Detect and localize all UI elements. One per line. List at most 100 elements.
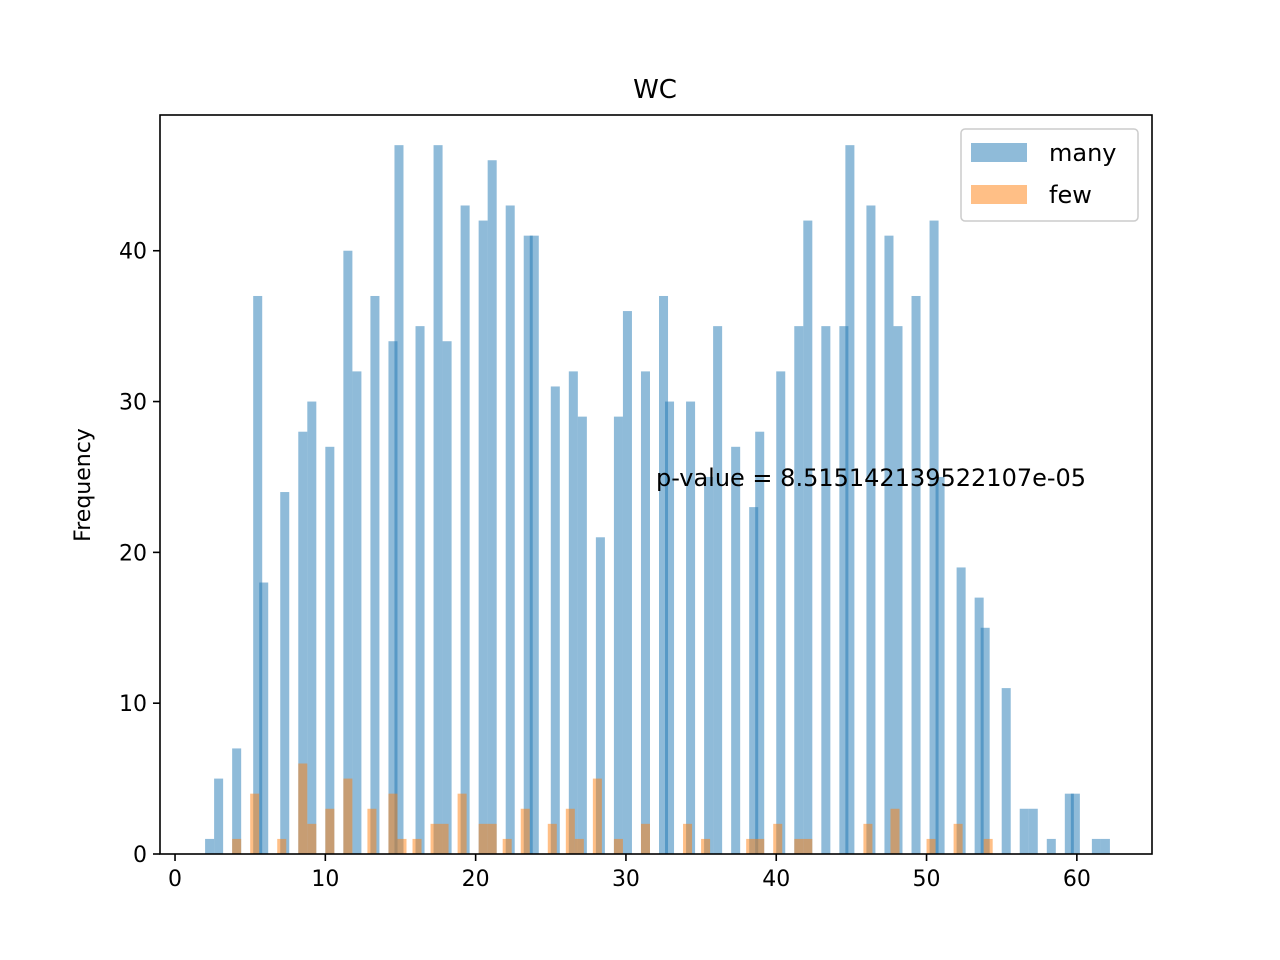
y-tick-label-0: 0 xyxy=(133,843,147,868)
bar-many-10 xyxy=(352,371,362,854)
bar-many-39 xyxy=(794,326,804,854)
bar-many-0 xyxy=(205,838,215,854)
legend-label-many: many xyxy=(1049,139,1117,167)
x-tick-label-60: 60 xyxy=(1063,867,1091,892)
bar-many-15 xyxy=(433,145,443,854)
x-tick-label-20: 20 xyxy=(462,867,490,892)
bar-many-50 xyxy=(956,567,966,854)
bar-few-5 xyxy=(325,808,335,854)
bar-many-32 xyxy=(686,401,696,854)
bar-many-20 xyxy=(505,205,515,855)
bar-many-14 xyxy=(415,326,425,854)
bar-many-51 xyxy=(974,597,984,854)
bar-few-16 xyxy=(502,838,512,854)
y-tick-label-10: 10 xyxy=(119,692,147,717)
bar-few-35 xyxy=(983,838,993,854)
bar-many-24 xyxy=(568,371,578,854)
bar-many-46 xyxy=(893,326,903,854)
chart-title: WC xyxy=(633,75,677,105)
bar-few-7 xyxy=(367,808,377,854)
bar-many-21 xyxy=(523,235,533,854)
bar-few-19 xyxy=(565,808,575,854)
bar-few-24 xyxy=(683,823,693,854)
bar-many-57 xyxy=(1064,793,1074,854)
bar-many-49 xyxy=(935,476,945,854)
bar-many-26 xyxy=(595,537,605,854)
bar-few-25 xyxy=(701,838,711,854)
bar-few-32 xyxy=(890,808,900,854)
bar-many-7 xyxy=(307,401,317,854)
y-axis-label: Frequency xyxy=(71,428,96,542)
bar-many-52 xyxy=(980,627,990,854)
bar-many-22 xyxy=(529,235,539,854)
bar-few-20 xyxy=(574,838,584,854)
legend-swatch-few xyxy=(971,185,1027,204)
bar-many-41 xyxy=(821,326,831,854)
bar-few-9 xyxy=(397,838,407,854)
bar-few-22 xyxy=(613,838,623,854)
bar-few-23 xyxy=(640,823,650,854)
bar-many-2 xyxy=(232,748,242,854)
bar-many-16 xyxy=(442,341,452,855)
bar-many-9 xyxy=(343,250,353,855)
bar-few-6 xyxy=(343,778,353,854)
bar-few-30 xyxy=(803,838,813,854)
bar-few-15 xyxy=(487,823,497,854)
bar-many-31 xyxy=(665,401,675,854)
bar-few-34 xyxy=(953,823,963,854)
bar-many-19 xyxy=(487,160,497,855)
y-tick-label-20: 20 xyxy=(119,541,147,566)
bar-many-40 xyxy=(803,220,813,854)
bar-many-28 xyxy=(622,311,632,854)
bar-many-5 xyxy=(280,492,290,854)
plot-bars xyxy=(205,145,1110,855)
bar-many-18 xyxy=(478,220,488,854)
plot-frame xyxy=(159,114,1153,855)
bar-few-8 xyxy=(388,793,398,854)
legend-label-few: few xyxy=(1049,181,1092,209)
bar-many-11 xyxy=(370,295,380,855)
bar-many-17 xyxy=(460,205,470,855)
bar-many-30 xyxy=(659,295,669,855)
bar-few-0 xyxy=(232,838,242,854)
x-tick-label-30: 30 xyxy=(612,867,640,892)
bar-few-13 xyxy=(457,793,467,854)
bar-many-6 xyxy=(298,431,308,854)
bar-few-26 xyxy=(746,838,756,854)
x-tick-label-40: 40 xyxy=(762,867,790,892)
bar-many-44 xyxy=(866,205,876,855)
legend-swatch-many xyxy=(971,143,1027,162)
bar-many-36 xyxy=(749,507,759,854)
bar-few-10 xyxy=(412,838,422,854)
bar-many-48 xyxy=(929,220,939,854)
bar-few-27 xyxy=(755,838,765,854)
bar-many-35 xyxy=(731,446,741,854)
bar-many-54 xyxy=(1019,808,1029,854)
legend: many few xyxy=(960,128,1139,222)
bar-few-11 xyxy=(430,823,440,854)
bar-few-12 xyxy=(439,823,449,854)
bar-many-59 xyxy=(1091,838,1101,854)
bar-few-21 xyxy=(592,778,602,854)
bar-many-45 xyxy=(884,235,894,854)
bar-many-33 xyxy=(704,476,714,854)
x-axis: 0 10 20 30 40 50 60 xyxy=(168,854,1091,892)
bar-many-55 xyxy=(1028,808,1038,854)
bar-few-2 xyxy=(277,838,287,854)
bar-many-47 xyxy=(911,295,921,855)
bar-many-8 xyxy=(325,446,335,854)
bar-few-18 xyxy=(547,823,557,854)
y-axis: 0 10 20 30 40 xyxy=(119,240,160,868)
bar-many-58 xyxy=(1070,793,1080,854)
bar-many-13 xyxy=(394,145,404,854)
bar-few-33 xyxy=(926,838,936,854)
bar-few-14 xyxy=(478,823,488,854)
p-value-annotation: p-value = 8.515142139522107e-05 xyxy=(656,464,1086,492)
bar-many-37 xyxy=(755,431,765,854)
bar-many-60 xyxy=(1100,838,1110,854)
x-tick-label-0: 0 xyxy=(168,867,182,892)
bar-many-23 xyxy=(550,386,560,854)
y-tick-label-40: 40 xyxy=(119,240,147,265)
bar-few-3 xyxy=(298,763,308,854)
